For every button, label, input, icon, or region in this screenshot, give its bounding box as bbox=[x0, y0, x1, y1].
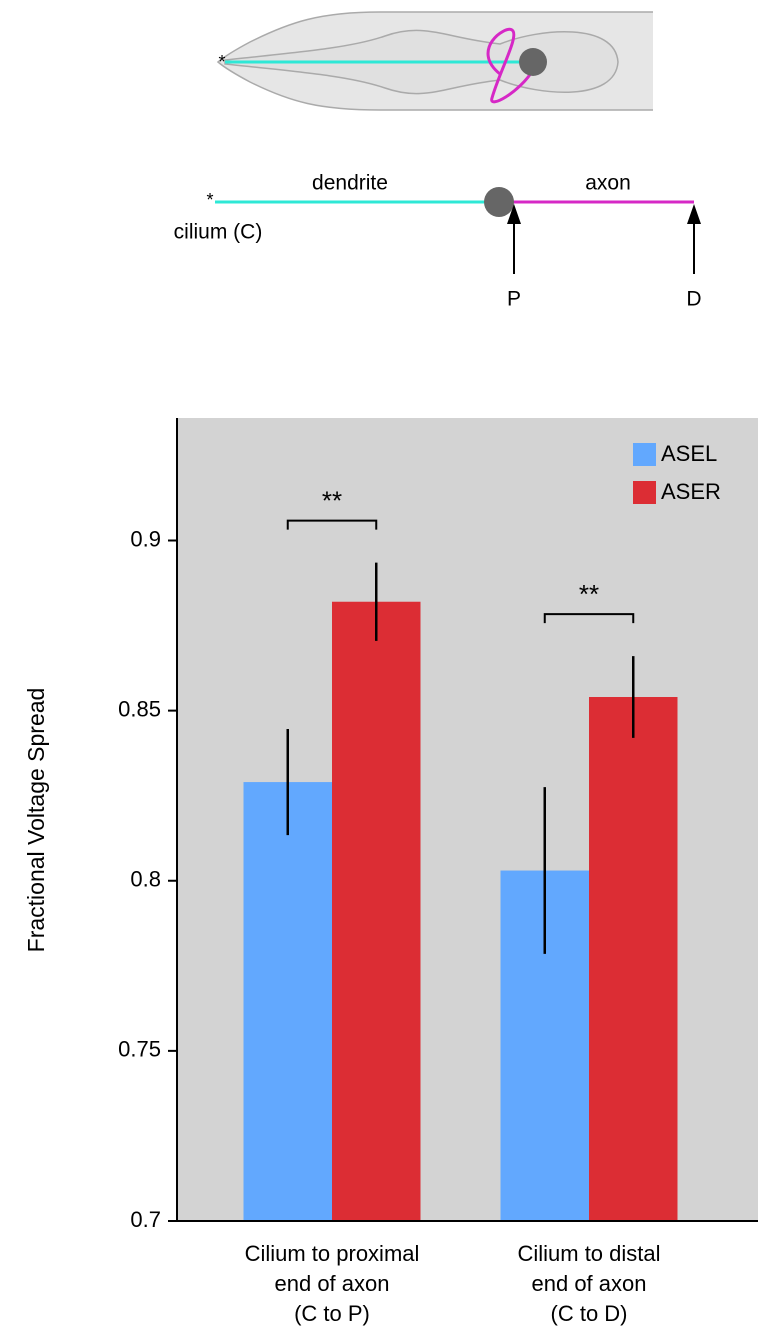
significance-label: ** bbox=[579, 579, 599, 609]
cell-body bbox=[484, 187, 514, 217]
y-tick-label: 0.85 bbox=[118, 696, 161, 721]
y-tick-label: 0.9 bbox=[130, 526, 161, 551]
dendrite-label: dendrite bbox=[312, 172, 388, 195]
legend-label: ASER bbox=[661, 479, 721, 504]
legend-label: ASEL bbox=[661, 441, 717, 466]
cell-body bbox=[519, 48, 547, 76]
significance-label: ** bbox=[322, 485, 342, 515]
x-tick-label: Cilium to distal bbox=[517, 1241, 660, 1266]
y-tick-label: 0.75 bbox=[118, 1037, 161, 1062]
y-tick-label: 0.7 bbox=[130, 1207, 161, 1232]
neuron-schematic: * dendrite axon cilium (C) P D bbox=[174, 172, 702, 311]
cilium-label: cilium (C) bbox=[174, 221, 263, 244]
y-tick-label: 0.8 bbox=[130, 867, 161, 892]
cilium-marker: * bbox=[218, 52, 225, 72]
x-tick-label: Cilium to proximal bbox=[245, 1241, 420, 1266]
arrowhead bbox=[687, 204, 701, 224]
x-tick-label: end of axon bbox=[275, 1271, 390, 1296]
bar bbox=[589, 697, 678, 1221]
worm-diagram: * bbox=[216, 11, 653, 111]
y-axis-label: Fractional Voltage Spread bbox=[23, 688, 49, 953]
x-tick-label: (C to D) bbox=[551, 1301, 628, 1326]
x-tick-label: end of axon bbox=[532, 1271, 647, 1296]
distal-label: D bbox=[686, 288, 701, 311]
legend-swatch bbox=[633, 481, 656, 504]
arrowhead bbox=[507, 204, 521, 224]
cilium-marker: * bbox=[206, 190, 213, 210]
bar bbox=[332, 601, 421, 1221]
axon-loop bbox=[486, 27, 535, 104]
significance-bracket bbox=[543, 613, 635, 624]
significance-bracket bbox=[286, 519, 378, 530]
legend-swatch bbox=[633, 443, 656, 466]
bar bbox=[243, 782, 332, 1221]
x-tick-label: (C to P) bbox=[294, 1301, 370, 1326]
axon-label: axon bbox=[585, 172, 631, 195]
proximal-label: P bbox=[507, 288, 521, 311]
